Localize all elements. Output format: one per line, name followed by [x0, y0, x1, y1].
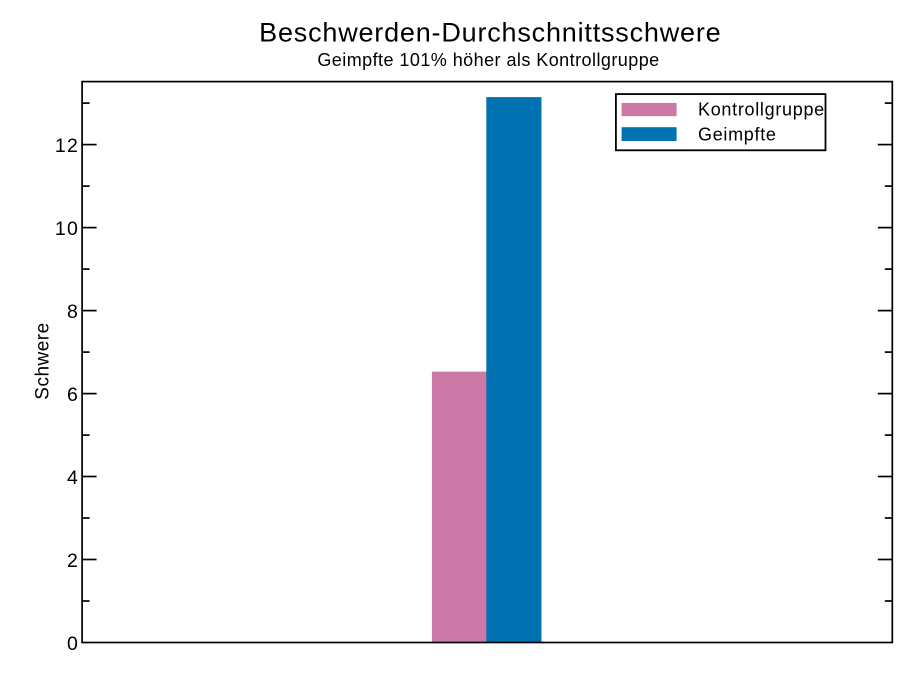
svg-text:8: 8 [67, 301, 79, 323]
svg-text:0: 0 [67, 633, 79, 655]
svg-text:Schwere: Schwere [32, 322, 53, 399]
svg-text:Beschwerden-Durchschnittsschwe: Beschwerden-Durchschnittsschwere [259, 17, 721, 47]
svg-text:Geimpfte: Geimpfte [698, 125, 777, 145]
svg-text:4: 4 [67, 467, 79, 489]
svg-text:Geimpfte 101% höher als Kontro: Geimpfte 101% höher als Kontrollgruppe [317, 50, 659, 70]
svg-text:2: 2 [67, 550, 79, 572]
svg-text:10: 10 [55, 218, 79, 240]
svg-text:12: 12 [55, 135, 79, 157]
svg-text:Kontrollgruppe: Kontrollgruppe [698, 100, 825, 120]
svg-text:6: 6 [67, 384, 79, 406]
